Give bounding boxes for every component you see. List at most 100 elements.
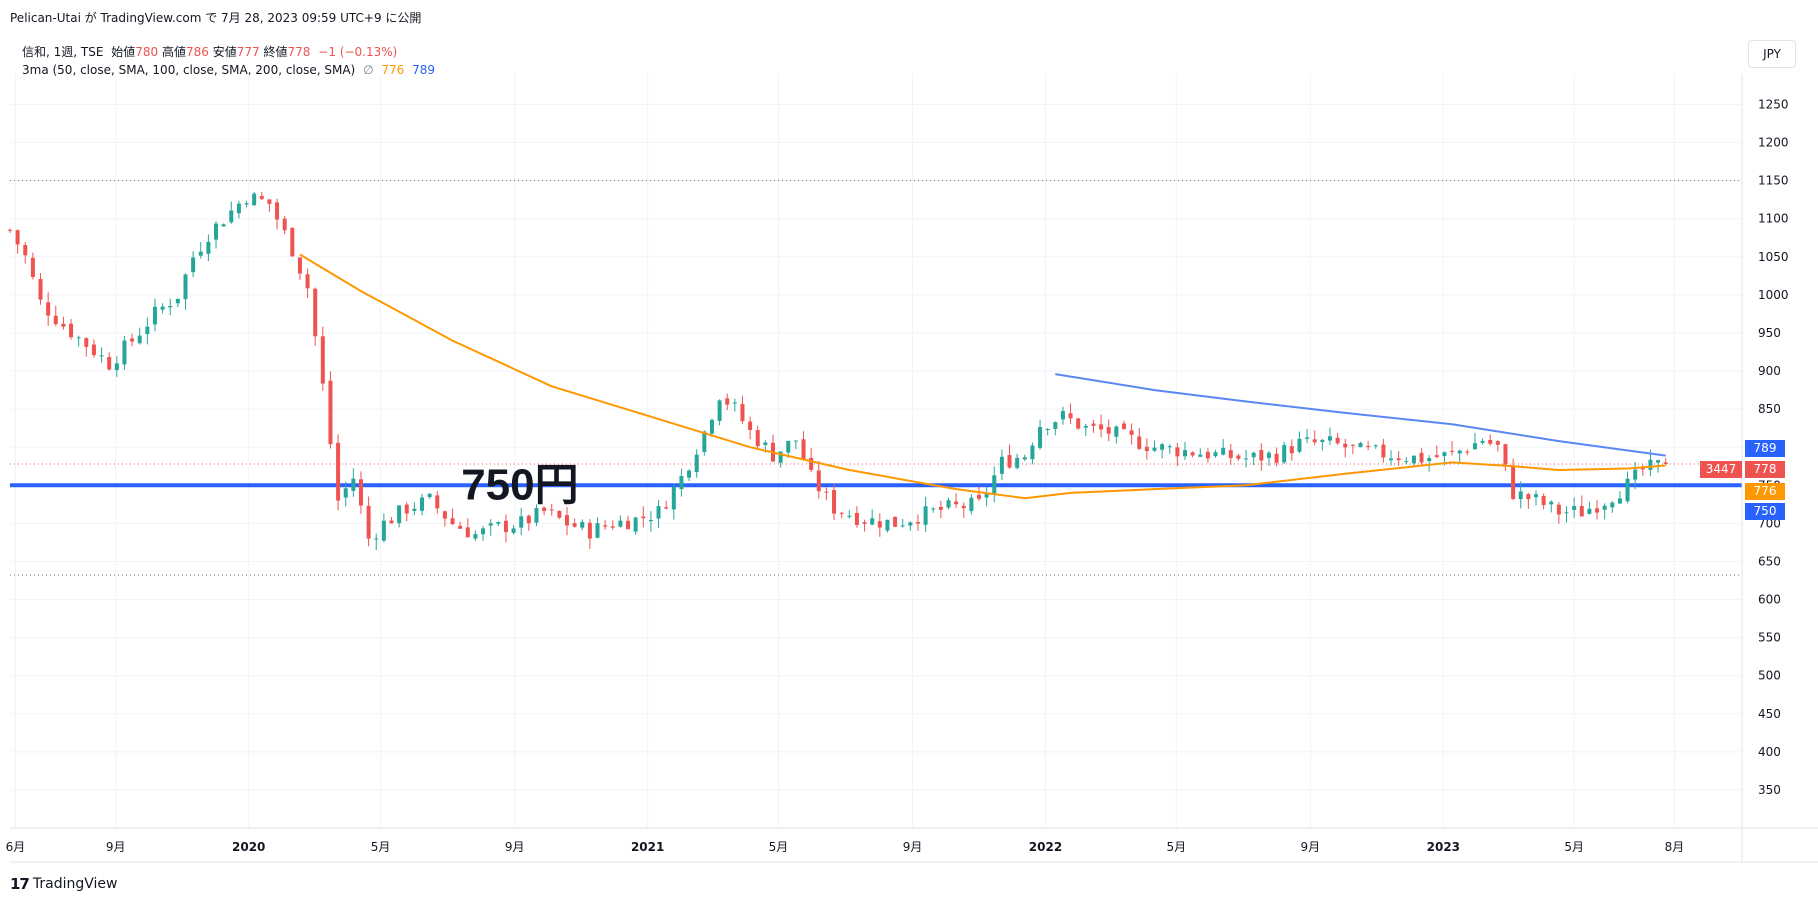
candle-body bbox=[404, 504, 409, 514]
candle-body bbox=[397, 505, 402, 524]
candle-body bbox=[1465, 451, 1470, 453]
candle-body bbox=[1198, 454, 1203, 457]
candle-body bbox=[69, 323, 74, 338]
footer-brand[interactable]: 17 TradingView bbox=[10, 875, 117, 893]
candle-body bbox=[984, 492, 989, 498]
candle-body bbox=[603, 525, 608, 527]
currency-button[interactable]: JPY bbox=[1748, 40, 1796, 68]
candle-body bbox=[30, 257, 35, 277]
candle-body bbox=[1450, 450, 1455, 452]
candle-body bbox=[1572, 506, 1577, 510]
candle-body bbox=[969, 497, 974, 512]
candle-body bbox=[915, 522, 920, 524]
candle-body bbox=[221, 224, 226, 227]
candle-body bbox=[946, 500, 951, 508]
price-tick: 550 bbox=[1758, 631, 1781, 645]
candle-body bbox=[977, 494, 982, 499]
candle-body bbox=[1236, 455, 1241, 459]
candle-body bbox=[1335, 437, 1340, 444]
candle-body bbox=[1129, 430, 1134, 435]
time-tick: 9月 bbox=[1301, 840, 1321, 854]
candle-body bbox=[580, 521, 585, 528]
candle-body bbox=[839, 512, 844, 514]
candle-body bbox=[8, 229, 12, 231]
price-tick: 1250 bbox=[1758, 97, 1789, 111]
candle-body bbox=[313, 288, 318, 337]
candle-body bbox=[900, 525, 905, 527]
candle-body bbox=[145, 326, 150, 335]
candle-body bbox=[1526, 494, 1531, 500]
candle-body bbox=[1160, 444, 1165, 450]
candle-body bbox=[1663, 462, 1668, 464]
price-axis[interactable]: 3504004505005506006507007508008509009501… bbox=[1758, 97, 1789, 796]
time-tick: 2022 bbox=[1029, 840, 1062, 854]
candle-body bbox=[679, 476, 684, 490]
candle-body bbox=[1373, 445, 1378, 447]
time-tick: 8月 bbox=[1665, 840, 1685, 854]
candle-body bbox=[786, 440, 791, 453]
candle-body bbox=[1114, 426, 1119, 437]
time-axis[interactable]: 6月 9月 2020 5月 9月 2021 5月 9月 2022 5月 9月 2023 5月 8月 bbox=[6, 840, 1685, 854]
candle-body bbox=[1305, 437, 1310, 439]
candle-body bbox=[76, 337, 81, 339]
candle-body bbox=[1541, 495, 1546, 506]
price-tick: 500 bbox=[1758, 669, 1781, 683]
candle-body bbox=[130, 338, 135, 342]
candle-body bbox=[709, 419, 714, 434]
candle-body bbox=[15, 230, 20, 245]
candle-body bbox=[999, 456, 1004, 474]
brand-name: TradingView bbox=[32, 876, 118, 892]
candle-body bbox=[1579, 506, 1584, 517]
candle-body bbox=[1472, 443, 1477, 450]
candle-body bbox=[572, 523, 577, 527]
candle-body bbox=[435, 495, 440, 509]
candle-body bbox=[1259, 450, 1264, 461]
candle-body bbox=[1617, 498, 1622, 504]
candle-body bbox=[931, 508, 936, 510]
candle-body bbox=[1007, 455, 1012, 468]
candle-body bbox=[595, 523, 600, 538]
candle-body bbox=[626, 520, 631, 530]
time-tick: 2020 bbox=[232, 840, 265, 854]
candle-body bbox=[1556, 504, 1561, 515]
candle-body bbox=[564, 515, 569, 526]
indicator-legend[interactable]: 3ma (50, close, SMA, 100, close, SMA, 20… bbox=[22, 63, 435, 77]
candle-body bbox=[816, 470, 821, 492]
hidden-ma-icon: ∅ bbox=[363, 63, 374, 77]
candle-body bbox=[53, 315, 58, 325]
candle-body bbox=[198, 251, 203, 256]
annotation-750[interactable]: 750円 bbox=[461, 460, 578, 509]
candle-body bbox=[526, 515, 531, 524]
high-label: 高値 bbox=[162, 45, 187, 59]
candle-body bbox=[992, 475, 997, 495]
candle-body bbox=[252, 193, 257, 206]
candle-body bbox=[175, 298, 180, 304]
price-tick: 950 bbox=[1758, 326, 1781, 340]
candle-body bbox=[870, 518, 875, 525]
candle-body bbox=[610, 526, 615, 528]
candle-body bbox=[1228, 450, 1233, 459]
candle-body bbox=[1045, 429, 1050, 431]
candle-body bbox=[412, 508, 417, 511]
candle-body bbox=[442, 511, 447, 519]
close-label: 終値 bbox=[263, 45, 288, 59]
candle-body bbox=[1083, 425, 1088, 428]
symbol-name[interactable]: 信和, 1週, TSE bbox=[22, 45, 104, 59]
candle-body bbox=[793, 440, 798, 442]
high-value: 786 bbox=[186, 45, 209, 59]
candle-body bbox=[496, 522, 501, 524]
candle-body bbox=[275, 202, 280, 220]
time-tick: 9月 bbox=[903, 840, 923, 854]
candle-body bbox=[717, 400, 722, 421]
candle-body bbox=[1648, 459, 1653, 470]
candle-body bbox=[1137, 436, 1142, 449]
open-value: 780 bbox=[135, 45, 159, 59]
price-badges: 789 778 776 750 3447 bbox=[1700, 440, 1785, 520]
candle-body bbox=[1419, 452, 1424, 463]
candle-body bbox=[465, 527, 470, 538]
indicator-name[interactable]: 3ma (50, close, SMA, 100, close, SMA, 20… bbox=[22, 63, 356, 77]
candle-body bbox=[381, 520, 386, 541]
time-tick: 2021 bbox=[631, 840, 664, 854]
candle-body bbox=[23, 244, 28, 256]
